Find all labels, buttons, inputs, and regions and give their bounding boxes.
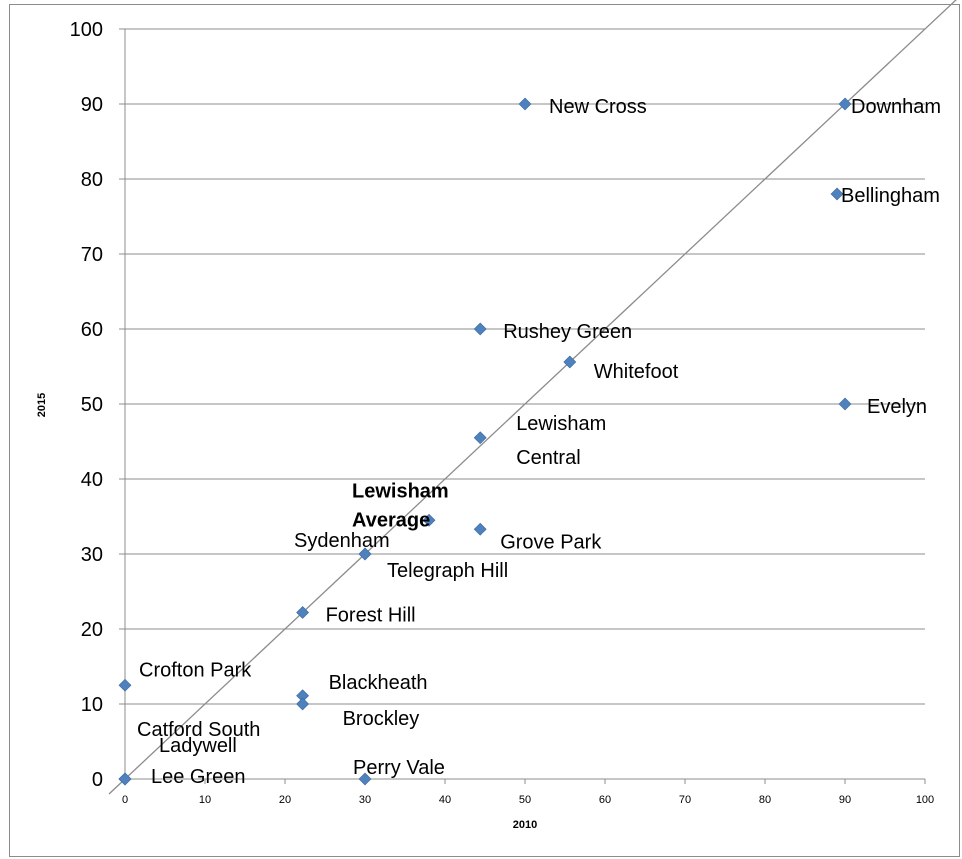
xtick-label-80: 80 [759, 794, 771, 806]
label-catford-south: Catford South [137, 719, 260, 741]
label-line: Downham [851, 96, 941, 118]
ytick-label-80: 80 [81, 169, 103, 191]
point-lewisham-average [422, 513, 436, 527]
label-line: Crofton Park [139, 659, 252, 681]
label-line: Telegraph Hill [387, 560, 508, 582]
label-ladywell: Ladywell [159, 735, 237, 757]
point-crofton-park [118, 678, 132, 692]
label-line: Brockley [343, 708, 420, 730]
ytick-label-100: 100 [70, 19, 103, 41]
xtick-label-10: 10 [199, 794, 211, 806]
point-labels: New Cross Downham Bellingham Rushey Green Wh… [137, 96, 941, 788]
label-line: Lewisham [516, 413, 606, 435]
ytick-label-0: 0 [92, 769, 103, 791]
y-axis-title: 2015 [36, 393, 48, 417]
xtick-label-40: 40 [439, 794, 451, 806]
xtick-label-50: 50 [519, 794, 531, 806]
ytick-label-50: 50 [81, 394, 103, 416]
label-line: Lee Green [151, 766, 246, 788]
label-crofton-park: Crofton Park [139, 659, 252, 681]
label-line: Grove Park [500, 531, 602, 553]
ytick-label-20: 20 [81, 619, 103, 641]
label-line: Ladywell [159, 735, 237, 757]
diagonal-reference-line [108, 0, 957, 795]
xtick-label-0: 0 [122, 794, 128, 806]
xtick-label-60: 60 [599, 794, 611, 806]
data-points [118, 97, 852, 786]
label-line: Whitefoot [594, 361, 679, 383]
label-telegraph-hill: Telegraph Hill [387, 560, 508, 582]
point-bellingham [830, 187, 844, 201]
label-line: Perry Vale [353, 757, 445, 779]
label-line: Lewisham [352, 480, 449, 502]
xtick-label-90: 90 [839, 794, 851, 806]
label-line: Average [352, 509, 430, 531]
ytick-label-60: 60 [81, 319, 103, 341]
xtick-label-30: 30 [359, 794, 371, 806]
point-telegraph-hill [358, 547, 372, 561]
x-axis-title: 2010 [513, 819, 537, 831]
point-whitefoot [563, 355, 577, 369]
label-line: Evelyn [867, 396, 927, 418]
point-grove-park [473, 522, 487, 536]
tick-labels: 0 10 20 30 40 50 60 70 80 90 100 0 10 20 30 40 50 60 70 80 9… [70, 19, 935, 806]
label-line: Rushey Green [503, 321, 632, 343]
xtick-label-100: 100 [916, 794, 934, 806]
label-line: Sydenham [294, 530, 390, 552]
label-line: New Cross [549, 96, 647, 118]
ytick-label-40: 40 [81, 469, 103, 491]
label-new-cross: New Cross [549, 96, 647, 118]
ytick-label-10: 10 [81, 694, 103, 716]
label-line: Bellingham [841, 185, 940, 207]
point-perry-vale [358, 772, 372, 786]
point-lee-green [118, 772, 132, 786]
label-downham: Downham [851, 96, 941, 118]
label-rushey-green: Rushey Green [503, 321, 632, 343]
xtick-label-20: 20 [279, 794, 291, 806]
point-lewisham-central [473, 431, 487, 445]
point-downham [838, 97, 852, 111]
ytick-label-70: 70 [81, 244, 103, 266]
gridlines [125, 28, 925, 705]
reference-line [108, 0, 957, 795]
label-lee-green: Lee Green [151, 766, 246, 788]
label-brockley: Brockley [343, 708, 420, 730]
label-lewisham-central: Lewisham Central [516, 413, 606, 469]
label-perry-vale: Perry Vale [353, 757, 445, 779]
label-line: Central [516, 447, 580, 469]
ytick-label-90: 90 [81, 94, 103, 116]
label-grove-park: Grove Park [500, 531, 602, 553]
label-blackheath: Blackheath [329, 672, 428, 694]
label-line: Forest Hill [326, 605, 416, 627]
label-forest-hill: Forest Hill [326, 605, 416, 627]
label-bellingham: Bellingham [841, 185, 940, 207]
xtick-label-70: 70 [679, 794, 691, 806]
axes [119, 28, 926, 784]
point-new-cross [518, 97, 532, 111]
label-line: Catford South [137, 719, 260, 741]
point-forest-hill [296, 606, 310, 619]
label-evelyn: Evelyn [867, 396, 927, 418]
label-lewisham-average: Lewisham Average [352, 480, 449, 531]
ytick-label-30: 30 [81, 544, 103, 566]
chart-frame [9, 4, 960, 857]
label-line: Blackheath [329, 672, 428, 694]
label-whitefoot: Whitefoot [594, 361, 679, 383]
point-rushey-green [473, 322, 487, 336]
label-sydenham: Sydenham [294, 530, 390, 552]
point-evelyn [838, 397, 852, 411]
point-brockley [296, 697, 310, 711]
